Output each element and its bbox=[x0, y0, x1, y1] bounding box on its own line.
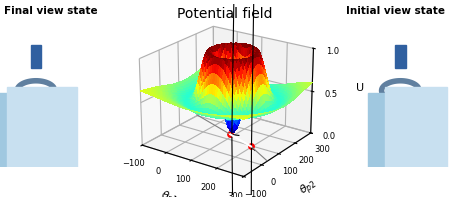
Bar bbox=[31, 45, 41, 68]
FancyBboxPatch shape bbox=[0, 93, 60, 193]
Text: Final view state: Final view state bbox=[4, 6, 98, 16]
FancyBboxPatch shape bbox=[368, 93, 438, 193]
Title: Potential field: Potential field bbox=[177, 7, 273, 21]
FancyBboxPatch shape bbox=[7, 87, 77, 187]
Bar bbox=[395, 45, 405, 68]
FancyBboxPatch shape bbox=[385, 87, 446, 187]
X-axis label: $\theta_{p1}$: $\theta_{p1}$ bbox=[158, 189, 180, 197]
Y-axis label: $\theta_{p2}$: $\theta_{p2}$ bbox=[297, 176, 321, 197]
Text: Initial view state: Initial view state bbox=[346, 6, 446, 16]
